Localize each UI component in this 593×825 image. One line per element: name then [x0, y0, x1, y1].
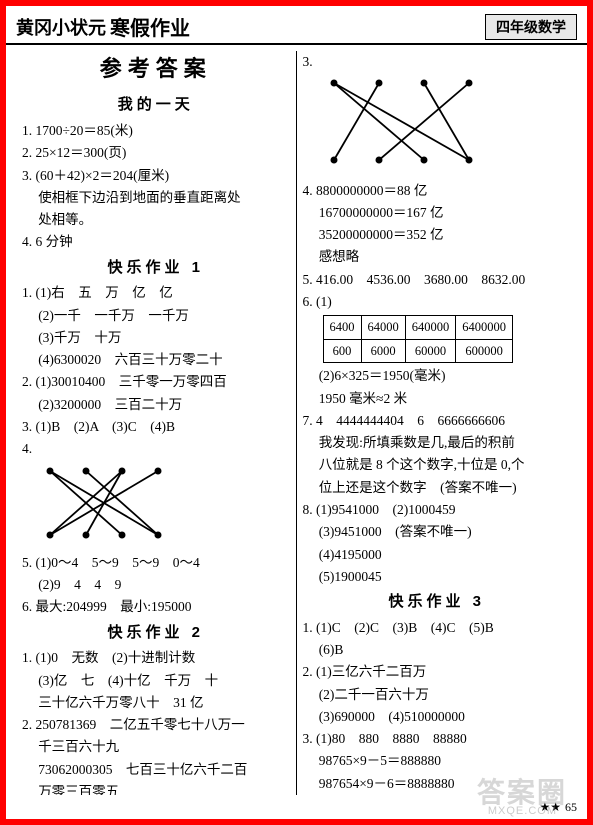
hw2-2b: 千三百六十九 [22, 736, 290, 758]
r-8c: (4)4195000 [303, 544, 572, 566]
matching-diagram-1 [38, 463, 289, 550]
r-7d: 位上还是这个数字 (答案不唯一) [303, 477, 572, 499]
hw3-1: 1. (1)C (2)C (3)B (4)C (5)B [303, 617, 572, 639]
main-title: 参考答案 [22, 51, 290, 87]
hw3-3c: 987654×9－6＝8888880 [303, 773, 572, 795]
q6-table: 6400640006400006400000 600600060000600000 [323, 315, 514, 363]
day-line-3b: 使相框下边沿到地面的垂直距离处 [22, 187, 290, 209]
hw2-1b: (3)亿 七 (4)十亿 千万 十 [22, 670, 290, 692]
hw1-5b: (2)9 4 4 9 [22, 574, 290, 596]
hw2-1: 1. (1)0 无数 (2)十进制计数 [22, 647, 290, 669]
hw1-4: 4. [22, 438, 290, 460]
hw3-2c: (3)690000 (4)510000000 [303, 706, 572, 728]
hw1-1b: (2)一千 一千万 一千万 [22, 305, 290, 327]
hw3-3: 3. (1)80 880 8880 88880 [303, 728, 572, 750]
hw1-2: 2. (1)30010400 三千零一万零四百 [22, 371, 290, 393]
section-my-day: 我的一天 [22, 93, 290, 118]
table-cell: 60000 [405, 339, 456, 363]
table-cell: 600 [323, 339, 361, 363]
r-6b: (2)6×325＝1950(毫米) [303, 365, 572, 387]
day-line-3: 3. (60＋42)×2＝204(厘米) [22, 165, 290, 187]
day-line-2: 2. 25×12＝300(页) [22, 142, 290, 164]
table-cell: 640000 [405, 316, 456, 340]
table-cell: 6400000 [456, 316, 513, 340]
section-hw3: 快乐作业 3 [303, 590, 572, 615]
section-hw2: 快乐作业 2 [22, 621, 290, 646]
hw2-1c: 三十亿六千万零八十 31 亿 [22, 692, 290, 714]
r-7b: 我发现:所填乘数是几,最后的积前 [303, 432, 572, 454]
hw1-6: 6. 最大:204999 最小:195000 [22, 596, 290, 618]
hw1-3: 3. (1)B (2)A (3)C (4)B [22, 416, 290, 438]
grade-badge: 四年级数学 [485, 14, 577, 40]
hw3-1b: (6)B [303, 639, 572, 661]
header: 黄冈小状元 寒假作业 四年级数学 [6, 6, 587, 45]
hw3-2b: (2)二千一百六十万 [303, 684, 572, 706]
hw3-2: 2. (1)三亿六千二百万 [303, 661, 572, 683]
right-column: 3. 4. 8800000000＝88 亿 16700000000＝167 亿 … [297, 51, 578, 795]
r-4c: 35200000000＝352 亿 [303, 224, 572, 246]
r-6c: 1950 毫米≈2 米 [303, 388, 572, 410]
hw2-2d: 万零三百零五 [22, 781, 290, 795]
r-5: 5. 416.00 4536.00 3680.00 8632.00 [303, 269, 572, 291]
footer: ★★ 65 [539, 800, 577, 815]
hw1-1: 1. (1)右 五 万 亿 亿 [22, 282, 290, 304]
table-cell: 600000 [456, 339, 513, 363]
day-line-3c: 处相等。 [22, 209, 290, 231]
logo-script: 黄冈小状元 [16, 14, 106, 40]
r-8: 8. (1)9541000 (2)1000459 [303, 499, 572, 521]
r-8d: (5)1900045 [303, 566, 572, 588]
section-hw1: 快乐作业 1 [22, 256, 290, 281]
hw2-2: 2. 250781369 二亿五千零七十八万一 [22, 714, 290, 736]
page-number: 65 [565, 800, 577, 815]
r-6: 6. (1) [303, 291, 572, 313]
hw1-1d: (4)6300020 六百三十万零二十 [22, 349, 290, 371]
hw2-2c: 73062000305 七百三十亿六千二百 [22, 759, 290, 781]
workbook-title: 寒假作业 [110, 12, 190, 41]
page-frame: 黄冈小状元 寒假作业 四年级数学 参考答案 我的一天 1. 1700÷20＝85… [0, 0, 593, 825]
content: 参考答案 我的一天 1. 1700÷20＝85(米) 2. 25×12＝300(… [6, 45, 587, 795]
hw1-2b: (2)3200000 三百二十万 [22, 394, 290, 416]
table-cell: 6000 [361, 339, 405, 363]
hw1-5: 5. (1)0～4 5～9 5～9 0～4 [22, 552, 290, 574]
r-4d: 感想略 [303, 246, 572, 268]
day-line-1: 1. 1700÷20＝85(米) [22, 120, 290, 142]
left-column: 参考答案 我的一天 1. 1700÷20＝85(米) 2. 25×12＝300(… [16, 51, 297, 795]
header-left: 黄冈小状元 寒假作业 [16, 12, 190, 41]
r-7: 7. 4 4444444404 6 6666666606 [303, 410, 572, 432]
r-4b: 16700000000＝167 亿 [303, 202, 572, 224]
day-line-4: 4. 6 分钟 [22, 231, 290, 253]
r-7c: 八位就是 8 个这个数字,十位是 0,个 [303, 454, 572, 476]
hw1-1c: (3)千万 十万 [22, 327, 290, 349]
r-3-label: 3. [303, 51, 572, 73]
matching-diagram-2 [319, 75, 571, 177]
hw3-3b: 98765×9－5＝888880 [303, 750, 572, 772]
footer-stars: ★★ [539, 800, 561, 815]
table-cell: 64000 [361, 316, 405, 340]
r-8b: (3)9451000 (答案不唯一) [303, 521, 572, 543]
table-cell: 6400 [323, 316, 361, 340]
r-4: 4. 8800000000＝88 亿 [303, 180, 572, 202]
